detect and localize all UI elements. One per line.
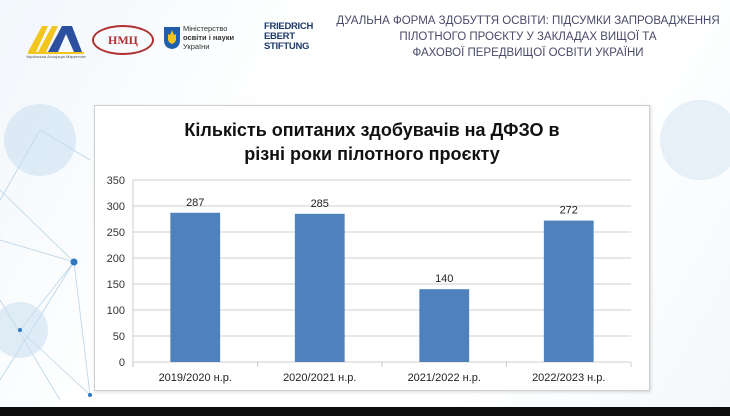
y-tick-label: 350: [107, 175, 125, 187]
fes-logo: FRIEDRICH EBERT STIFTUNG: [264, 22, 316, 56]
bar: [170, 212, 221, 362]
bar: [419, 289, 470, 362]
chart-title-line-2: різні роки пілотного проєкту: [244, 144, 500, 164]
y-tick-label: 200: [107, 253, 125, 265]
data-label: 285: [311, 198, 329, 210]
x-category-label: 2021/2022 н.р.: [408, 372, 481, 384]
chart-title-line-1: Кількість опитаних здобувачів на ДФЗО в: [184, 120, 560, 140]
x-category-label: 2020/2021 н.р.: [283, 372, 356, 384]
coat-of-arms-icon: [164, 27, 180, 49]
ava-logo: Українська Асоціація Маркетингу: [26, 22, 86, 64]
ministry-logo: Міністерство освіти і науки України: [163, 24, 253, 54]
header: Українська Асоціація Маркетингу НМЦ Міні…: [0, 0, 730, 70]
ministry-line-2: освіти і науки: [183, 33, 235, 42]
ava-logo-icon: [28, 26, 84, 54]
slide-title-line-2: ПІЛОТНОГО ПРОЄКТУ У ЗАКЛАДАХ ВИЩОЇ ТА: [399, 31, 657, 43]
data-label: 140: [435, 273, 453, 285]
ministry-line-3: України: [183, 42, 210, 51]
x-category-label: 2022/2023 н.р.: [532, 372, 605, 384]
y-tick-label: 50: [113, 331, 125, 343]
slide-title-line-1: ДУАЛЬНА ФОРМА ЗДОБУТТЯ ОСВІТИ: ПІДСУМКИ …: [336, 15, 720, 27]
bar: [294, 213, 345, 362]
x-category-label: 2019/2020 н.р.: [159, 372, 232, 384]
nmc-logo: НМЦ: [92, 25, 154, 55]
fes-line-2: EBERT: [264, 31, 295, 42]
taskbar-strip: [0, 407, 730, 416]
slide-title: ДУАЛЬНА ФОРМА ЗДОБУТТЯ ОСВІТИ: ПІДСУМКИ …: [328, 13, 728, 61]
ministry-line-1: Міністерство: [183, 24, 228, 33]
data-label: 287: [186, 197, 204, 209]
y-tick-label: 250: [107, 227, 125, 239]
slide-title-line-3: ФАХОВОЇ ПЕРЕДВИЩОЇ ОСВІТИ УКРАЇНИ: [412, 47, 644, 59]
bar-chart: 0 50 100 150 200 250 300 350 287 2019/2020 н.р. 28…: [107, 175, 632, 384]
ava-logo-caption: Українська Асоціація Маркетингу: [26, 54, 86, 59]
y-tick-label: 100: [107, 305, 125, 317]
data-label: 272: [560, 205, 578, 217]
chart-title: Кількість опитаних здобувачів на ДФЗО в …: [95, 118, 649, 166]
bar: [543, 220, 594, 362]
y-tick-label: 150: [107, 279, 125, 291]
fes-line-1: FRIEDRICH: [264, 21, 314, 32]
chart-container: Кількість опитаних здобувачів на ДФЗО в …: [94, 105, 650, 391]
fes-line-3: STIFTUNG: [264, 41, 310, 52]
y-tick-label: 300: [107, 201, 125, 213]
y-tick-label: 0: [119, 357, 125, 369]
